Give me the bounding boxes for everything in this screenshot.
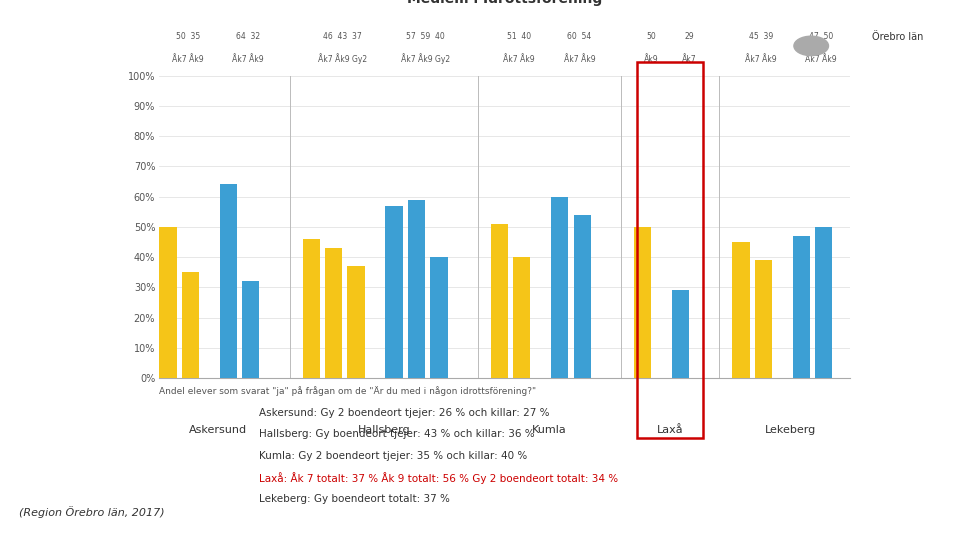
Text: Örebro län: Örebro län [872, 32, 924, 43]
Bar [181, 272, 199, 378]
Text: Laxå: Laxå [657, 425, 684, 435]
Bar [672, 291, 689, 378]
Bar [551, 197, 568, 378]
Text: Askersund: Gy 2 boendeort tjejer: 26 % och killar: 27 %: Askersund: Gy 2 boendeort tjejer: 26 % o… [259, 408, 550, 418]
Text: Laxå: Åk 7 totalt: 37 % Åk 9 totalt: 56 % Gy 2 boendeort totalt: 34 %: Laxå: Åk 7 totalt: 37 % Åk 9 totalt: 56 … [259, 472, 618, 484]
Text: 46  43  37: 46 43 37 [323, 32, 362, 41]
Text: Åk7 Åk9 Gy2: Åk7 Åk9 Gy2 [400, 52, 449, 64]
Bar [732, 242, 750, 378]
Text: 57  59  40: 57 59 40 [406, 32, 444, 41]
Bar [491, 224, 508, 378]
Text: Åk9: Åk9 [644, 55, 659, 64]
Text: 50: 50 [646, 32, 656, 41]
Text: Åk7: Åk7 [682, 55, 696, 64]
Bar [348, 266, 365, 378]
Text: 45  39: 45 39 [749, 32, 773, 41]
Text: Kumla: Gy 2 boendeort tjejer: 35 % och killar: 40 %: Kumla: Gy 2 boendeort tjejer: 35 % och k… [259, 451, 527, 461]
Bar [634, 227, 651, 378]
Text: 29: 29 [684, 32, 694, 41]
Text: Åk7 Åk9 Gy2: Åk7 Åk9 Gy2 [318, 52, 367, 64]
Bar [573, 215, 590, 378]
Text: Åk7 Åk9: Åk7 Åk9 [172, 55, 204, 64]
Bar [159, 227, 177, 378]
Text: (Region Örebro län, 2017): (Region Örebro län, 2017) [19, 507, 165, 518]
Bar [513, 257, 530, 378]
Text: Lekeberg: Lekeberg [765, 425, 817, 435]
Bar [408, 200, 425, 378]
Text: Medlem i Idrottsförening: Medlem i Idrottsförening [407, 0, 602, 6]
Text: 64  32: 64 32 [236, 32, 260, 41]
Bar [815, 227, 832, 378]
Text: 60  54: 60 54 [567, 32, 591, 41]
Bar [755, 260, 772, 378]
Text: Åk7 Åk9: Åk7 Åk9 [564, 55, 595, 64]
Text: 47  50: 47 50 [809, 32, 833, 41]
Text: Hallsberg: Gy boendeort tjejer: 43 % och killar: 36 %: Hallsberg: Gy boendeort tjejer: 43 % och… [259, 429, 535, 440]
Bar [242, 281, 259, 378]
Text: Lekeberg: Gy boendeort totalt: 37 %: Lekeberg: Gy boendeort totalt: 37 % [259, 494, 450, 504]
Text: Åk7 Åk9: Åk7 Åk9 [503, 55, 535, 64]
Text: Åk7 Åk9: Åk7 Åk9 [745, 55, 777, 64]
Bar [325, 248, 343, 378]
Bar [793, 236, 810, 378]
Bar [430, 257, 447, 378]
Text: 51  40: 51 40 [507, 32, 531, 41]
Text: Kumla: Kumla [532, 425, 566, 435]
Text: Åk7 Åk9: Åk7 Åk9 [805, 55, 837, 64]
Bar [302, 239, 320, 378]
Bar [385, 206, 402, 378]
Text: Andel elever som svarat "ja" på frågan om de "Är du med i någon idrottsförening?: Andel elever som svarat "ja" på frågan o… [159, 386, 537, 396]
Text: Hallsberg: Hallsberg [357, 425, 410, 435]
Text: 50  35: 50 35 [176, 32, 200, 41]
Bar [220, 185, 237, 378]
Text: Åk7 Åk9: Åk7 Åk9 [232, 55, 264, 64]
Text: Askersund: Askersund [189, 425, 247, 435]
